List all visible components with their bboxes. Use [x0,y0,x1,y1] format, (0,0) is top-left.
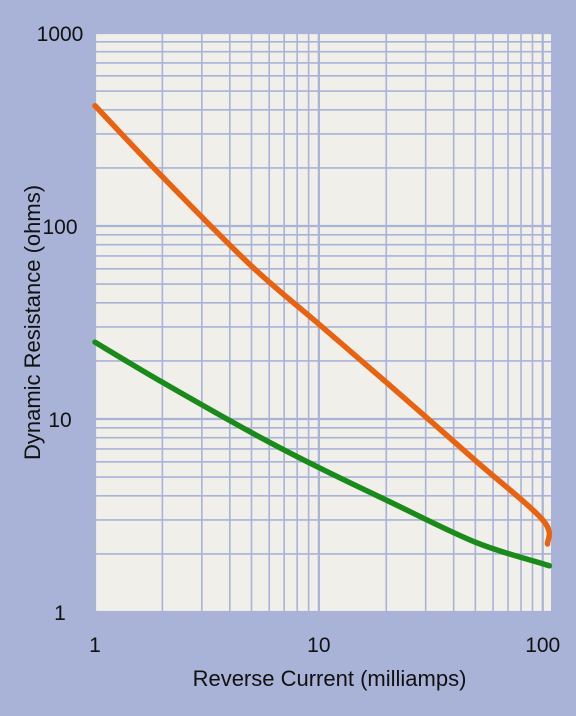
x-tick-label: 10 [307,634,330,657]
series-line-2 [92,339,553,569]
series-line-1 [92,102,553,547]
x-tick-label: 1 [89,634,101,657]
y-axis-title: Dynamic Resistance (ohms) [20,185,45,460]
y-tick-label: 100 [42,216,77,239]
y-tick-label: 1 [54,602,66,625]
plot-area [95,33,552,612]
x-axis-title: Reverse Current (milliamps) [193,666,467,691]
series-layer [92,102,553,569]
grid [93,31,553,614]
y-tick-label: 10 [48,409,71,432]
tick-labels: 1 10 100 1 10 100 1000 [37,23,561,657]
x-tick-label: 100 [525,634,560,657]
y-tick-label: 1000 [37,23,84,46]
